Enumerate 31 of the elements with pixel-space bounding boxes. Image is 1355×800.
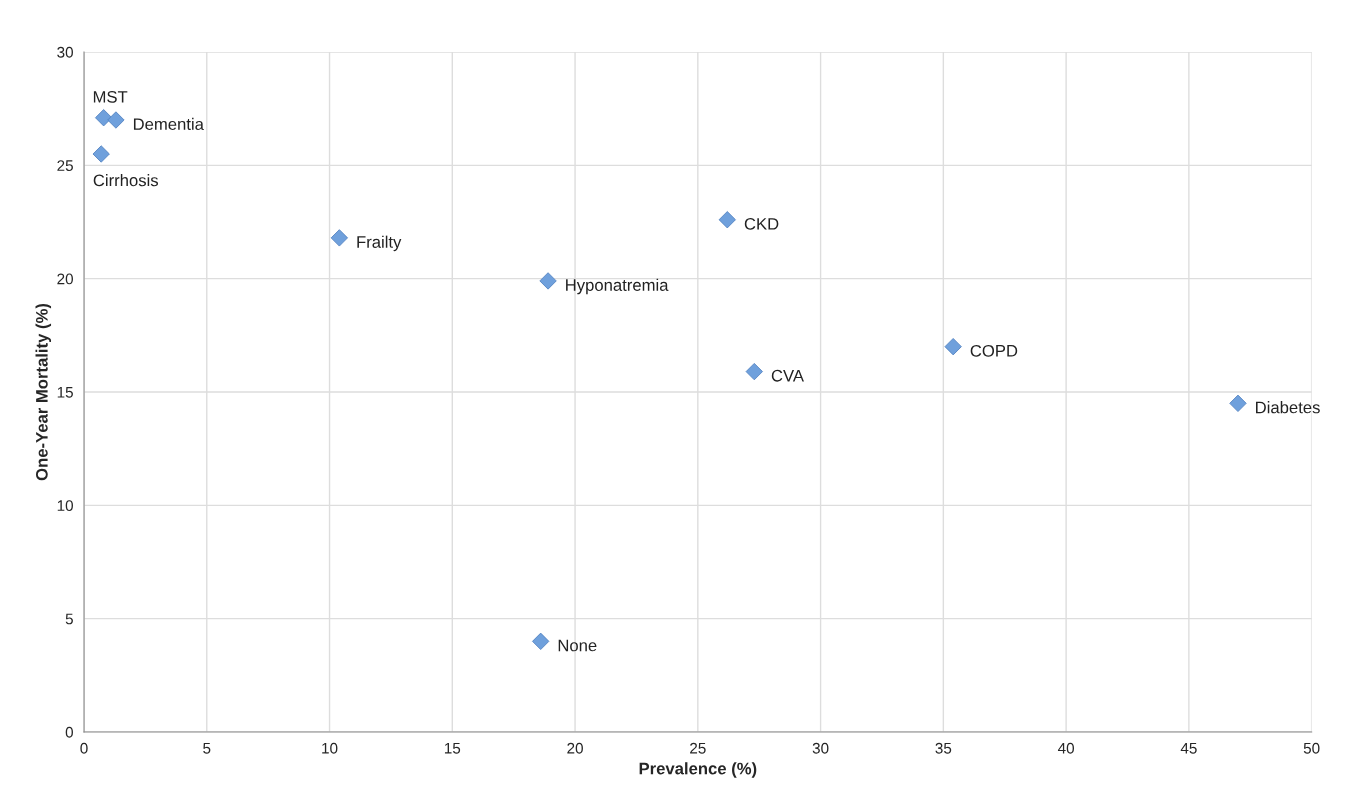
y-tick-label: 0 — [65, 726, 73, 738]
x-axis-title: Prevalence (%) — [639, 762, 757, 778]
annotation: Cirrhosis — [93, 174, 159, 187]
y-tick-label: 5 — [65, 613, 73, 625]
x-tick-label: 0 — [80, 742, 88, 754]
annotation: COPD — [970, 344, 1018, 357]
point — [92, 145, 110, 163]
annotation: MST — [93, 90, 128, 103]
annotation: Frailty — [357, 235, 402, 252]
annotation: CVA — [771, 369, 804, 382]
x-tick-label: 5 — [203, 742, 211, 754]
y-tick-label: 10 — [57, 500, 73, 512]
y-tick-label: 25 — [57, 160, 73, 172]
x-tick-label: 40 — [1057, 742, 1075, 754]
x-tick-label: 35 — [935, 742, 952, 754]
annotation: None — [558, 639, 597, 652]
x-tick-label: 30 — [812, 742, 829, 754]
x-tick-label: 10 — [322, 742, 338, 754]
annotation: Hyponatremia — [566, 278, 669, 295]
annotation: Diabetes — [1256, 401, 1320, 414]
x-tick-label: 45 — [1180, 742, 1197, 754]
y-axis-title: One-Year Mortality (%) — [35, 303, 52, 481]
annotation: Dementia — [133, 117, 204, 131]
x-tick-label: 50 — [1303, 742, 1320, 754]
x-tick-label: 15 — [444, 742, 461, 754]
y-tick-label: 30 — [57, 46, 73, 58]
annotation: CKD — [744, 217, 779, 230]
y-tick-label: 20 — [57, 273, 73, 285]
x-tick-label: 25 — [690, 742, 706, 754]
x-tick-label: 20 — [567, 742, 583, 754]
y-tick-label: 15 — [57, 387, 73, 398]
